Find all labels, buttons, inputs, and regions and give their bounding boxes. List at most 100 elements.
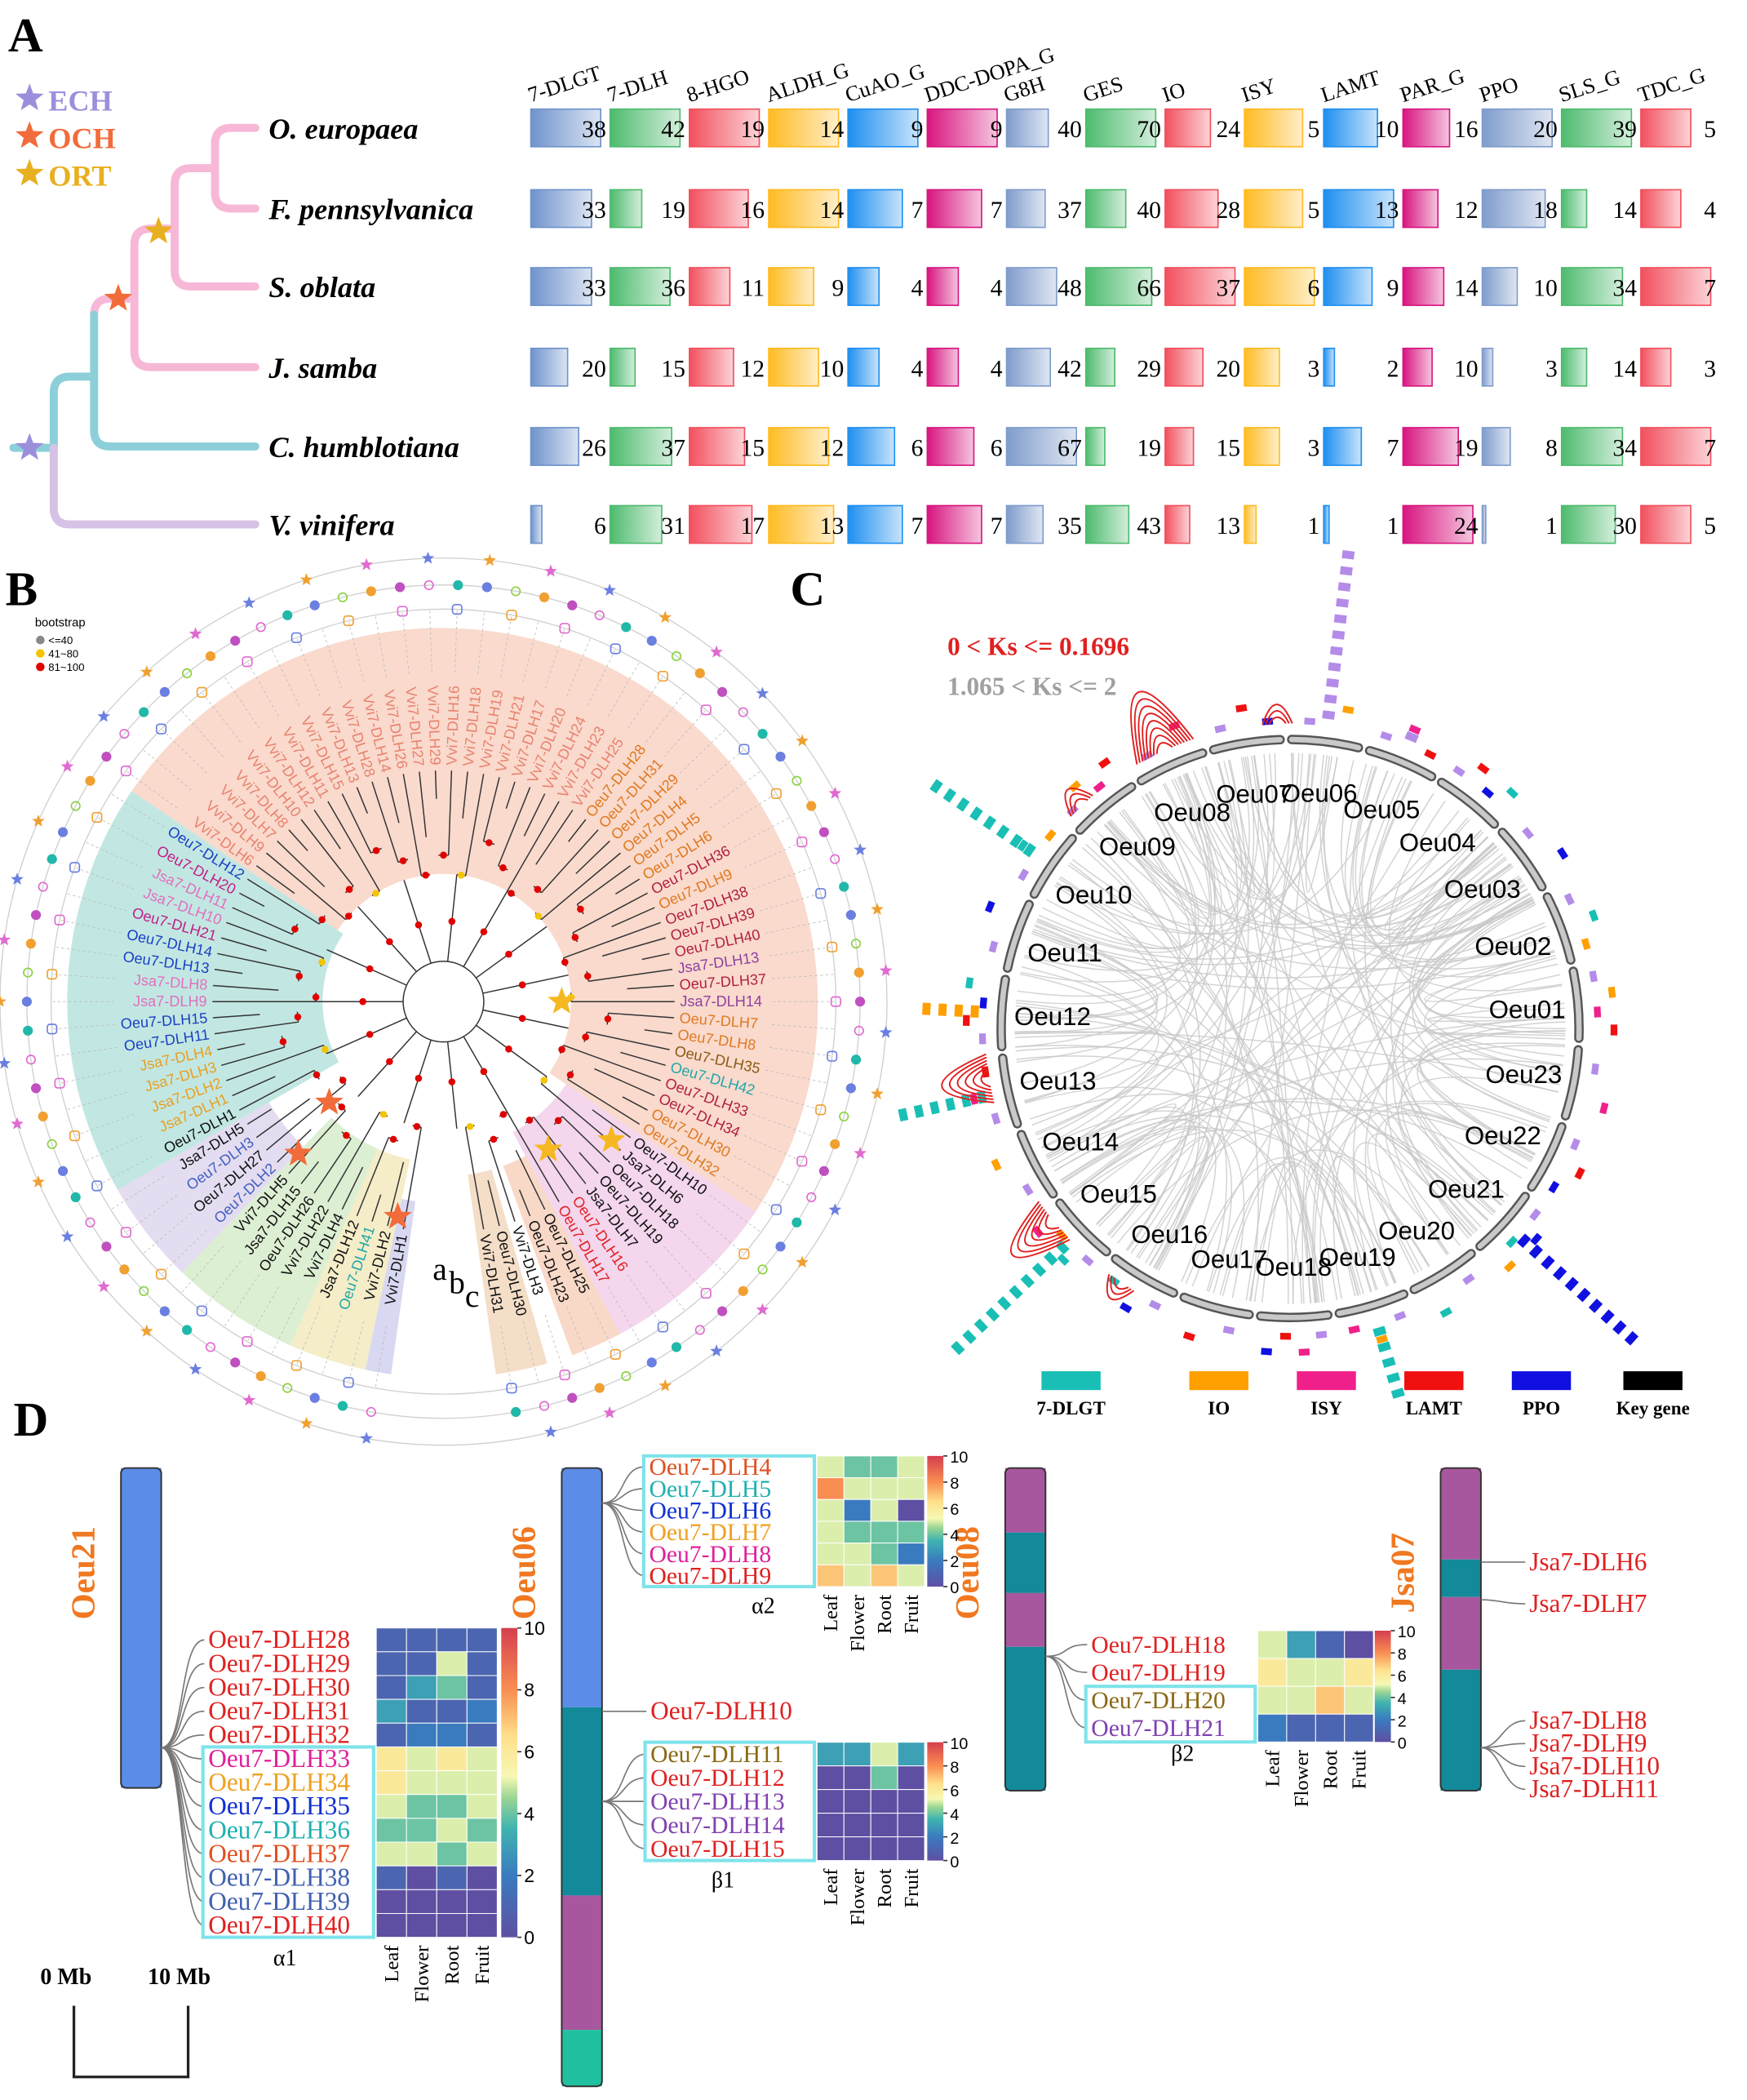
chromosome-segment <box>1004 1467 1046 1533</box>
ring-symbol <box>818 1165 829 1176</box>
heatmap-cell <box>816 1742 845 1767</box>
column-label: Leaf <box>1261 1749 1284 1787</box>
species-tree <box>9 123 259 529</box>
count-bar <box>530 108 601 148</box>
heatmap-cell <box>816 1477 845 1500</box>
count-bar <box>1640 108 1692 148</box>
count-bar <box>1323 267 1373 306</box>
count-label: 5 <box>1307 117 1319 143</box>
count-bar <box>1244 189 1304 229</box>
gene-marker <box>951 1340 965 1356</box>
ring-symbol <box>738 707 748 717</box>
count-bar <box>1244 347 1280 387</box>
synteny-link <box>1305 753 1338 893</box>
species-label: C. humblotiana <box>268 431 459 464</box>
tree-branch <box>535 809 574 865</box>
colorbar-label: 8 <box>950 1759 959 1777</box>
gene-marker <box>1148 1299 1162 1311</box>
synteny-link <box>1186 773 1535 944</box>
gene-label: Oeu7-DLH40 <box>208 1911 350 1939</box>
gene-marker <box>970 1005 979 1018</box>
ring-symbol <box>796 1255 809 1268</box>
ring-symbol <box>0 1056 11 1069</box>
count-label: 14 <box>1612 356 1637 382</box>
chromosome-label: Oeu15 <box>1080 1180 1157 1209</box>
gene-marker <box>1564 1276 1579 1292</box>
heatmap-cell <box>406 1627 437 1653</box>
ring-symbol <box>539 592 550 602</box>
count-bar <box>1323 427 1363 466</box>
count-bar <box>1084 427 1106 466</box>
count-label: 1 <box>1545 513 1558 539</box>
gene-marker <box>1528 1244 1543 1259</box>
synteny-link <box>1068 841 1494 1194</box>
tree-branch <box>313 809 341 850</box>
count-bar <box>926 267 960 306</box>
heatmap-cell <box>406 1675 437 1700</box>
count-label: 12 <box>740 356 765 382</box>
chromosome-label: Oeu21 <box>64 1526 101 1619</box>
tree-branch <box>614 878 641 895</box>
gene-marker <box>945 1097 956 1112</box>
ring-symbol <box>559 623 570 634</box>
ring-symbol <box>139 707 149 717</box>
tree-branch <box>588 969 673 982</box>
column-label: Fruit <box>901 1595 923 1634</box>
count-label: 6 <box>911 436 924 462</box>
tree-branch <box>507 1112 560 1202</box>
count-bar <box>926 347 960 387</box>
synteny-link <box>1035 829 1482 960</box>
count-bar <box>689 108 760 148</box>
heatmap-cell <box>436 1698 468 1724</box>
column-label: Flower <box>411 1946 433 2003</box>
tree-branch <box>622 1096 648 1111</box>
ring-symbol <box>242 656 253 668</box>
synteny-link <box>1107 761 1243 912</box>
gene-marker <box>1097 757 1111 769</box>
gene-label: Oeu7-DLH38 <box>208 1863 350 1892</box>
ring-symbol <box>282 1383 293 1393</box>
count-bar <box>1005 427 1078 466</box>
synteny-link <box>1390 836 1496 1213</box>
gene-marker <box>1018 868 1030 881</box>
gene-marker <box>1304 717 1315 726</box>
ring-symbol <box>421 551 435 564</box>
ring-symbol <box>309 600 320 610</box>
tree-branch <box>266 1083 347 1151</box>
count-bar <box>1402 427 1460 466</box>
legend-star <box>15 121 44 149</box>
count-label: 37 <box>1058 198 1082 224</box>
gene-link <box>161 1710 205 1749</box>
bootstrap-dot <box>291 926 299 933</box>
synteny-link <box>1218 753 1275 895</box>
colorbar <box>927 1455 944 1587</box>
tree-branch <box>464 774 485 877</box>
synteny-link <box>1305 1162 1364 1303</box>
column-label: Root <box>1319 1750 1341 1789</box>
event-star <box>384 1201 412 1229</box>
gene-marker <box>1119 1302 1133 1314</box>
ring-symbol <box>757 728 768 739</box>
count-label: 15 <box>1216 436 1240 462</box>
count-bar <box>1005 189 1046 229</box>
ring-symbol <box>770 1204 782 1215</box>
ring-symbol <box>38 1111 48 1122</box>
count-bar <box>609 427 672 466</box>
gene-marker <box>1588 909 1599 922</box>
tree-branch <box>575 840 610 875</box>
legend-dot <box>36 649 45 658</box>
count-bar <box>1244 108 1304 148</box>
heatmap-cell <box>406 1746 437 1772</box>
heatmap-cell <box>870 1789 898 1814</box>
gene-marker <box>1404 730 1419 744</box>
heatmap-cell <box>870 1543 898 1565</box>
synteny-link <box>1051 1103 1177 1196</box>
clade-sector <box>365 1198 416 1374</box>
count-label: 16 <box>1454 117 1479 143</box>
gene-marker <box>1372 1325 1387 1338</box>
chromosome-arc <box>1077 784 1135 833</box>
cluster-box <box>641 1454 817 1589</box>
gene-marker <box>922 1002 931 1015</box>
synteny-link <box>1248 1100 1548 1302</box>
tree-branch <box>217 1043 246 1050</box>
